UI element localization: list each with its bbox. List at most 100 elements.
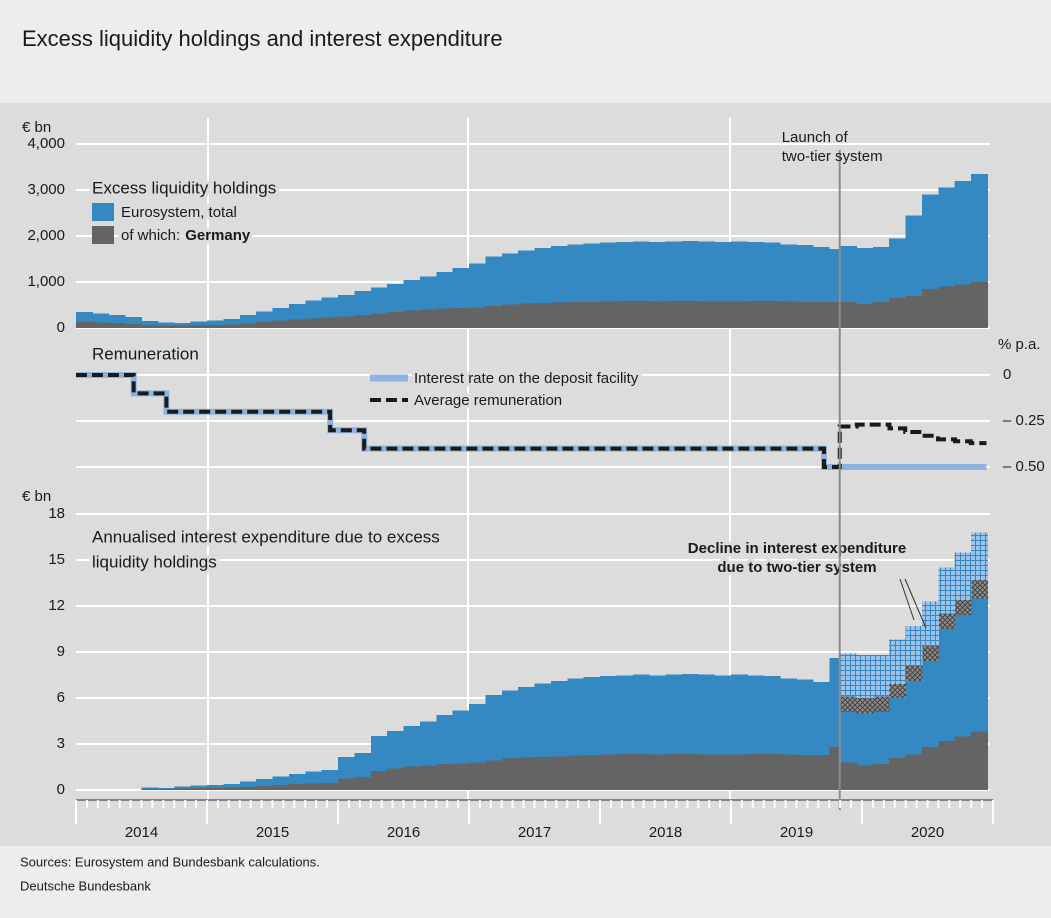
step-bar xyxy=(600,754,617,790)
step-bar xyxy=(403,310,421,328)
step-bar xyxy=(889,298,907,328)
unit-label: € bn xyxy=(22,119,51,136)
chart-title: Excess liquidity holdings and interest e… xyxy=(22,26,503,51)
step-bar xyxy=(600,301,617,328)
step-bar xyxy=(239,781,257,790)
step-bar xyxy=(354,777,372,790)
step-bar xyxy=(971,282,988,328)
step-bar xyxy=(971,532,988,580)
step-bar xyxy=(938,740,956,790)
step-bar xyxy=(665,300,683,328)
step-bar xyxy=(239,323,257,328)
step-bar xyxy=(518,757,535,790)
step-bar xyxy=(419,765,437,790)
legend-note: of which: xyxy=(121,227,180,244)
y-tick-label: 18 xyxy=(48,505,65,522)
step-bar xyxy=(305,318,323,328)
y-tick-label: 1,000 xyxy=(27,273,65,290)
step-bar xyxy=(256,778,273,790)
step-bar xyxy=(485,760,503,790)
step-bar xyxy=(190,321,208,328)
y-tick-label: 3 xyxy=(57,735,65,752)
step-bar xyxy=(921,747,939,790)
step-bar xyxy=(632,753,650,790)
sources: Sources: Eurosystem and Bundesbank calcu… xyxy=(20,854,320,869)
step-bar xyxy=(812,755,830,790)
step-bar xyxy=(780,301,797,328)
step-bar xyxy=(921,645,939,662)
y-tick-label: 0 xyxy=(57,319,65,336)
step-bar xyxy=(812,301,830,328)
step-bar xyxy=(288,319,306,328)
panel-title: liquidity holdings xyxy=(92,552,217,571)
step-bar xyxy=(174,788,192,790)
step-bar xyxy=(141,325,159,328)
annotation: Decline in interest expenditure xyxy=(688,540,906,557)
step-bar xyxy=(731,754,748,790)
publisher: Deutsche Bundesbank xyxy=(20,878,151,893)
step-bar xyxy=(840,653,857,697)
step-bar xyxy=(856,765,874,790)
step-bar xyxy=(207,785,224,790)
step-bar xyxy=(534,303,552,328)
legend-label: Germany xyxy=(185,227,251,244)
step-bar xyxy=(840,302,857,328)
step-bar xyxy=(921,601,939,646)
leader-line xyxy=(904,578,927,629)
step-bar xyxy=(141,789,159,790)
step-bar xyxy=(190,325,208,328)
step-bar xyxy=(223,783,241,790)
y-tick-label: 15 xyxy=(48,551,65,568)
y-tick-label: 4,000 xyxy=(27,135,65,152)
step-bar xyxy=(905,295,923,328)
step-bar xyxy=(125,323,142,328)
step-bar xyxy=(889,757,907,790)
step-bar xyxy=(649,301,666,328)
step-bar xyxy=(954,284,972,328)
step-bar xyxy=(256,322,273,328)
step-bar xyxy=(971,731,988,790)
legend-label: Eurosystem, total xyxy=(121,204,237,221)
step-bar xyxy=(550,302,568,328)
step-bar xyxy=(649,754,666,790)
step-bar xyxy=(829,747,841,790)
step-bar xyxy=(321,782,339,790)
step-bar xyxy=(501,758,519,790)
step-bar xyxy=(207,324,224,328)
step-bar xyxy=(223,787,241,790)
step-bar xyxy=(190,788,208,790)
step-bar xyxy=(174,786,192,790)
step-bar xyxy=(905,625,923,666)
step-bar xyxy=(157,789,175,790)
y-tick-label: 9 xyxy=(57,643,65,660)
panel-title: Remuneration xyxy=(92,344,199,363)
step-bar xyxy=(403,766,421,790)
step-bar xyxy=(354,315,372,328)
step-bar xyxy=(872,302,890,328)
step-bar xyxy=(92,322,110,328)
footer-background xyxy=(0,846,1051,918)
step-bar xyxy=(141,787,159,790)
marks xyxy=(76,173,988,790)
step-bar xyxy=(141,321,159,328)
step-bar xyxy=(387,768,404,790)
legend-title: Excess liquidity holdings xyxy=(92,178,276,197)
step-bar xyxy=(223,318,241,328)
step-bar xyxy=(829,658,841,790)
step-bar xyxy=(125,316,142,328)
step-bar xyxy=(256,786,273,790)
leader-line xyxy=(899,578,915,621)
y-tick-label: – 0.25 xyxy=(1003,412,1045,429)
step-bar xyxy=(938,286,956,328)
step-bar xyxy=(583,301,601,328)
step-bar xyxy=(518,303,535,328)
step-bar xyxy=(108,322,126,328)
legend-swatch xyxy=(92,203,114,221)
step-bar xyxy=(321,317,339,328)
step-bar xyxy=(714,301,732,328)
step-bar xyxy=(872,655,890,697)
y-tick-label: 2,000 xyxy=(27,227,65,244)
step-bar xyxy=(370,313,388,328)
step-bar xyxy=(681,753,699,790)
